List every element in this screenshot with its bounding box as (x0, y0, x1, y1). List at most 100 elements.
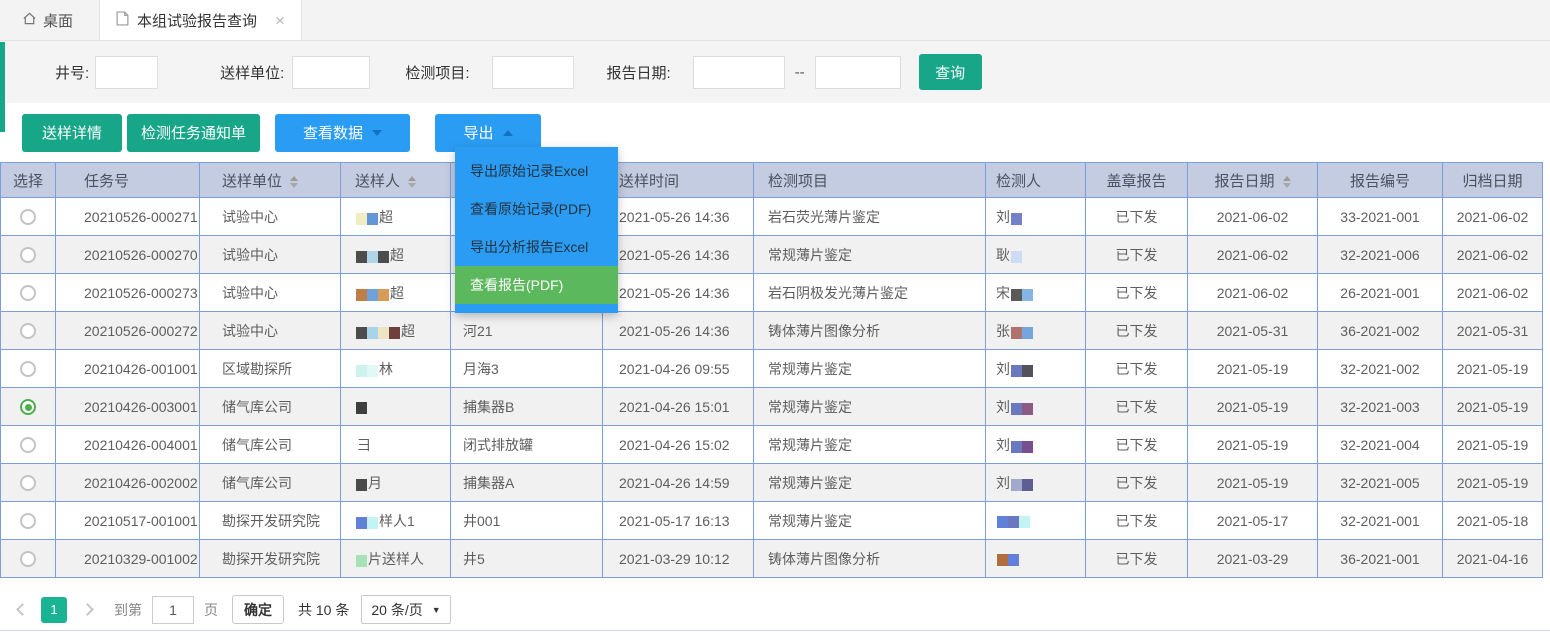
table-row[interactable]: 20210526-000273 试验中心超 2021-05-26 14:36 岩石阴极… (0, 273, 1543, 312)
task-notice-button[interactable]: 检测任务通知单 (127, 113, 260, 152)
next-page-icon[interactable] (81, 603, 94, 616)
cell-task: 20210426-003001 (55, 387, 200, 426)
goto-confirm-button[interactable]: 确定 (232, 595, 284, 624)
task-notice-label: 检测任务通知单 (140, 125, 246, 142)
cell-tester: 刘 (985, 425, 1086, 464)
test-item-input[interactable] (491, 55, 574, 89)
cell-report_no: 26-2021-001 (1317, 273, 1443, 312)
cell-archive_date: 2021-05-19 (1442, 349, 1543, 388)
cell-org: 试验中心 (199, 235, 341, 274)
row-radio[interactable] (20, 551, 36, 568)
column-header-report_date[interactable]: 报告日期 (1187, 162, 1318, 198)
tab-desktop-label: 桌面 (43, 12, 74, 30)
well-number-input[interactable] (95, 55, 159, 89)
row-radio[interactable] (20, 437, 36, 454)
cell-time: 2021-04-26 15:01 (602, 387, 754, 426)
cell-select (0, 425, 56, 464)
export-menu-item[interactable]: 导出原始记录Excel (470, 163, 589, 179)
cell-well: 月海3 (450, 349, 603, 388)
row-radio[interactable] (20, 399, 36, 416)
cell-archive_date: 2021-05-18 (1442, 501, 1543, 540)
report-date-start-input[interactable] (692, 55, 785, 89)
cell-sampler: 超 (340, 273, 451, 312)
row-radio[interactable] (20, 209, 36, 226)
cell-task: 20210329-001002 (55, 539, 200, 578)
cell-item: 铸体薄片图像分析 (753, 311, 986, 350)
sort-icon[interactable] (1282, 175, 1291, 188)
cell-tester: 耿 (985, 235, 1086, 274)
cell-task: 20210426-004001 (55, 425, 200, 464)
cell-archive_date: 2021-06-02 (1442, 273, 1543, 312)
page-number-active[interactable]: 1 (41, 596, 67, 623)
row-radio[interactable] (20, 323, 36, 340)
cell-report_no: 36-2021-001 (1317, 539, 1443, 578)
search-button[interactable]: 查询 (918, 54, 982, 90)
cell-tester (985, 501, 1086, 540)
table-row[interactable]: 20210426-002002 储气库公司月捕集器A 2021-04-26 14:5… (0, 463, 1543, 502)
table-row[interactable]: 20210329-001002 勘探开发研究院 片送样人 井5 2021-03-29 1… (0, 539, 1543, 578)
cell-well: 井5 (450, 539, 603, 578)
cell-time: 2021-05-26 14:36 (602, 273, 754, 312)
cell-well: 捕集器B (450, 387, 603, 426)
censored-text (997, 551, 1019, 567)
cell-archive_date: 2021-05-19 (1442, 387, 1543, 426)
cell-item: 常规薄片鉴定 (753, 425, 986, 464)
chevron-down-icon: ▼ (431, 604, 441, 615)
column-header-label: 盖章报告 (1106, 172, 1167, 190)
cell-task: 20210426-001001 (55, 349, 200, 388)
table-row[interactable]: 20210517-001001 勘探开发研究院 样人1 井001 2021-05-17 … (0, 501, 1543, 540)
panel-accent-strip (0, 42, 5, 132)
table-row[interactable]: 20210526-000271 试验中心超 2021-05-26 14:36 岩石荧光… (0, 197, 1543, 236)
close-icon[interactable]: × (275, 10, 285, 30)
report-date-label: 报告日期: (606, 64, 671, 82)
table-row[interactable]: 20210526-000270 试验中心超 2021-05-26 14:36 常规薄片… (0, 235, 1543, 274)
row-radio[interactable] (20, 475, 36, 492)
row-radio[interactable] (20, 513, 36, 530)
cell-report_no: 32-2021-006 (1317, 235, 1443, 274)
cell-item: 铸体薄片图像分析 (753, 539, 986, 578)
prev-page-icon[interactable] (16, 603, 29, 616)
cell-time: 2021-05-26 14:36 (602, 197, 754, 236)
table-row[interactable]: 20210426-001001 区域勘探所林月海3 2021-04-26 09:55… (0, 349, 1543, 388)
row-radio[interactable] (20, 361, 36, 378)
column-header-sampler[interactable]: 送样人 (340, 162, 451, 198)
pagination-bar: 1 到第 页 确定 共 10 条 20 条/页 ▼ (0, 589, 1550, 631)
report-date-end-input[interactable] (814, 55, 901, 89)
column-header-org[interactable]: 送样单位 (199, 162, 341, 198)
sample-org-input[interactable] (292, 55, 371, 89)
column-header-label: 送样时间 (619, 172, 680, 190)
cell-report_date: 2021-05-19 (1187, 425, 1318, 464)
chevron-down-icon (372, 129, 382, 136)
row-radio[interactable] (20, 285, 36, 302)
cell-item: 岩石荧光薄片鉴定 (753, 197, 986, 236)
sort-icon[interactable] (290, 175, 299, 188)
view-data-button[interactable]: 查看数据 (275, 113, 410, 152)
tab-report-query[interactable]: 本组试验报告查询 × (99, 0, 302, 40)
column-header-label: 送样单位 (222, 172, 283, 190)
cell-org: 储气库公司 (199, 387, 341, 426)
tab-desktop[interactable]: 桌面 (0, 0, 99, 40)
cell-select (0, 539, 56, 578)
cell-item: 常规薄片鉴定 (753, 387, 986, 426)
export-menu-item[interactable]: 查看报告(PDF) (455, 266, 618, 304)
column-header-time: 送样时间 (602, 162, 754, 198)
table-row[interactable]: 20210426-004001 储气库公司彐闭式排放罐 2021-04-26 15:… (0, 425, 1543, 464)
column-header-report_no: 报告编号 (1317, 162, 1443, 198)
censored-text (1011, 324, 1033, 340)
export-menu-item[interactable]: 查看原始记录(PDF) (470, 201, 592, 217)
page-size-select[interactable]: 20 条/页 ▼ (361, 595, 451, 624)
table-row[interactable]: 20210426-003001 储气库公司 捕集器B 2021-04-26 15:01… (0, 387, 1543, 426)
sort-icon[interactable] (408, 175, 417, 188)
export-menu-item[interactable]: 导出分析报告Excel (470, 239, 589, 255)
sample-detail-button[interactable]: 送样详情 (22, 113, 122, 152)
document-icon (116, 10, 129, 30)
cell-well: 闭式排放罐 (450, 425, 603, 464)
cell-item: 常规薄片鉴定 (753, 463, 986, 502)
sample-detail-label: 送样详情 (41, 125, 102, 142)
cell-stamp: 已下发 (1085, 425, 1188, 464)
export-button[interactable]: 导出 (435, 113, 541, 152)
table-row[interactable]: 20210526-000272 试验中心超河21 2021-05-26 14:36 铸… (0, 311, 1543, 350)
goto-page-input[interactable] (152, 595, 194, 624)
row-radio[interactable] (20, 247, 36, 264)
